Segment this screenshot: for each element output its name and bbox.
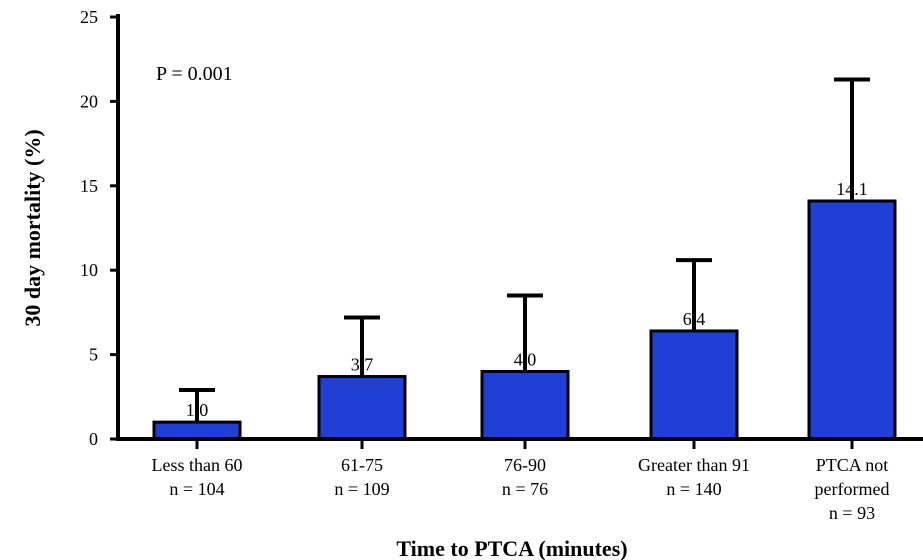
x-category-label: 61-75 — [341, 455, 383, 475]
x-category-label: n = 93 — [829, 503, 875, 523]
bar-value-label: 3.7 — [351, 355, 374, 375]
bar — [651, 331, 737, 439]
x-category-label: PTCA not — [816, 455, 889, 475]
y-tick-label: 20 — [80, 91, 98, 111]
error-bars-layer — [179, 79, 870, 422]
bar — [809, 201, 895, 439]
x-category-label: n = 140 — [666, 479, 721, 499]
bar-value-label: 14.1 — [836, 179, 868, 199]
p-value-annotation: P = 0.001 — [156, 63, 233, 85]
bar — [319, 377, 405, 439]
x-category-label: n = 104 — [169, 479, 224, 499]
y-tick-label: 15 — [80, 176, 98, 196]
x-axis-title: Time to PTCA (minutes) — [396, 536, 627, 560]
x-category-label: performed — [815, 479, 890, 499]
x-category-label: n = 76 — [502, 479, 548, 499]
bar — [482, 371, 568, 439]
y-tick-label: 25 — [80, 7, 98, 27]
y-ticks-layer: 0 5 10 15 20 25 — [80, 7, 118, 449]
y-tick-label: 10 — [80, 260, 98, 280]
bar-value-label: 1.0 — [186, 400, 209, 420]
bar-value-label: 6.4 — [683, 309, 706, 329]
x-category-label: n = 109 — [334, 479, 389, 499]
x-category-label: 76-90 — [504, 455, 546, 475]
y-tick-label: 0 — [89, 429, 98, 449]
y-axis-title: 30 day mortality (%) — [20, 129, 45, 326]
x-category-label: Less than 60 — [152, 455, 243, 475]
x-categories-layer: Less than 60 n = 104 61-75 n = 109 76-90 n = … — [152, 439, 890, 523]
x-category-label: Greater than 91 — [638, 455, 750, 475]
bar — [154, 422, 240, 439]
y-tick-label: 5 — [89, 345, 98, 365]
bar-value-label: 4.0 — [514, 349, 537, 369]
